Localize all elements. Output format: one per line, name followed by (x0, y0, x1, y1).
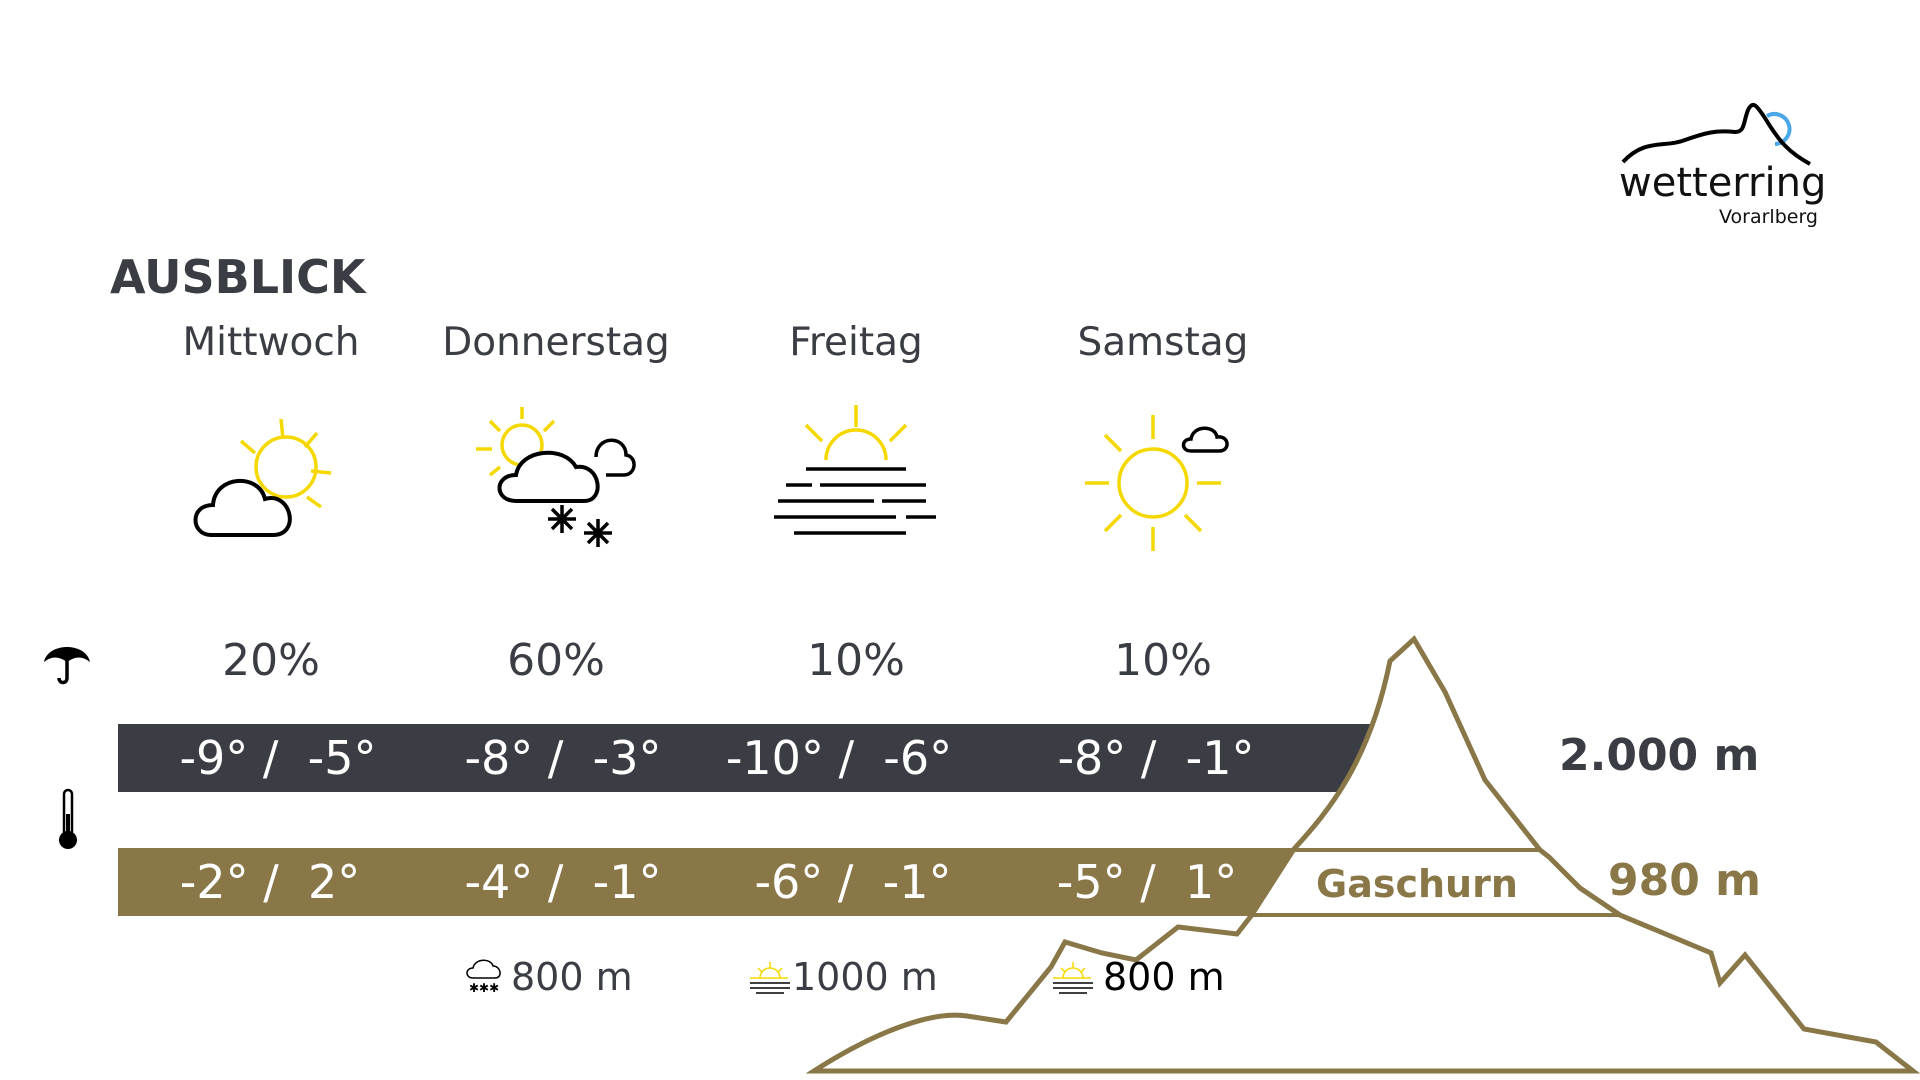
mountain-temp: -8° / -1° (1057, 731, 1255, 785)
fog-limit-value: 1000 m (792, 955, 938, 999)
fog-limit-info: 800 m (1051, 955, 1225, 999)
day-name: Donnerstag (442, 320, 670, 365)
sun-behind-cloud-icon (193, 418, 332, 537)
day-name: Freitag (789, 320, 923, 365)
fog-icon (1053, 962, 1093, 994)
precipitation-value: 20% (222, 635, 320, 686)
sun-cloud-snow-icon (476, 407, 636, 547)
wetterring-logo: wetterring Vorarlberg (1615, 98, 1826, 228)
valley-temp: -5° / 1° (1056, 855, 1238, 909)
valley-temp: -4° / -1° (464, 855, 662, 909)
day-name: Mittwoch (182, 320, 360, 365)
thermometer-icon (59, 788, 77, 849)
fog-icon (750, 962, 790, 994)
mountain-temperature-bar (118, 724, 1418, 792)
location-name: Gaschurn (1316, 862, 1518, 906)
svg-text:✱✱✱: ✱✱✱ (469, 981, 499, 995)
page-title: AUSBLICK (110, 250, 366, 304)
mountain-temp: -10° / -6° (725, 731, 953, 785)
snowline-value: 800 m (511, 955, 633, 999)
logo-region: Vorarlberg (1719, 206, 1818, 228)
day-name: Samstag (1077, 320, 1249, 365)
valley-temperature-bar (118, 848, 1418, 916)
umbrella-icon (44, 647, 90, 685)
snowline-info: ✱✱✱ 800 m (465, 955, 633, 999)
mountain-temp: -9° / -5° (179, 731, 377, 785)
logo-name: wetterring (1619, 160, 1827, 206)
precipitation-value: 10% (1114, 635, 1212, 686)
valley-altitude: 980 m (1608, 855, 1762, 906)
fog-limit-value: 800 m (1103, 955, 1225, 999)
mountain-temp: -8° / -3° (464, 731, 662, 785)
precipitation-value: 10% (807, 635, 905, 686)
fog-limit-info: 1000 m (748, 955, 938, 999)
valley-temp: -6° / -1° (754, 855, 952, 909)
valley-temp: -2° / 2° (179, 855, 361, 909)
sun-small-cloud-icon (1085, 415, 1229, 551)
precipitation-value: 60% (507, 635, 605, 686)
mountain-altitude: 2.000 m (1559, 730, 1760, 781)
snow-cloud-icon: ✱✱✱ (466, 959, 501, 995)
logo-mountain-icon (1621, 103, 1811, 166)
fog-sunrise-icon (774, 405, 936, 535)
